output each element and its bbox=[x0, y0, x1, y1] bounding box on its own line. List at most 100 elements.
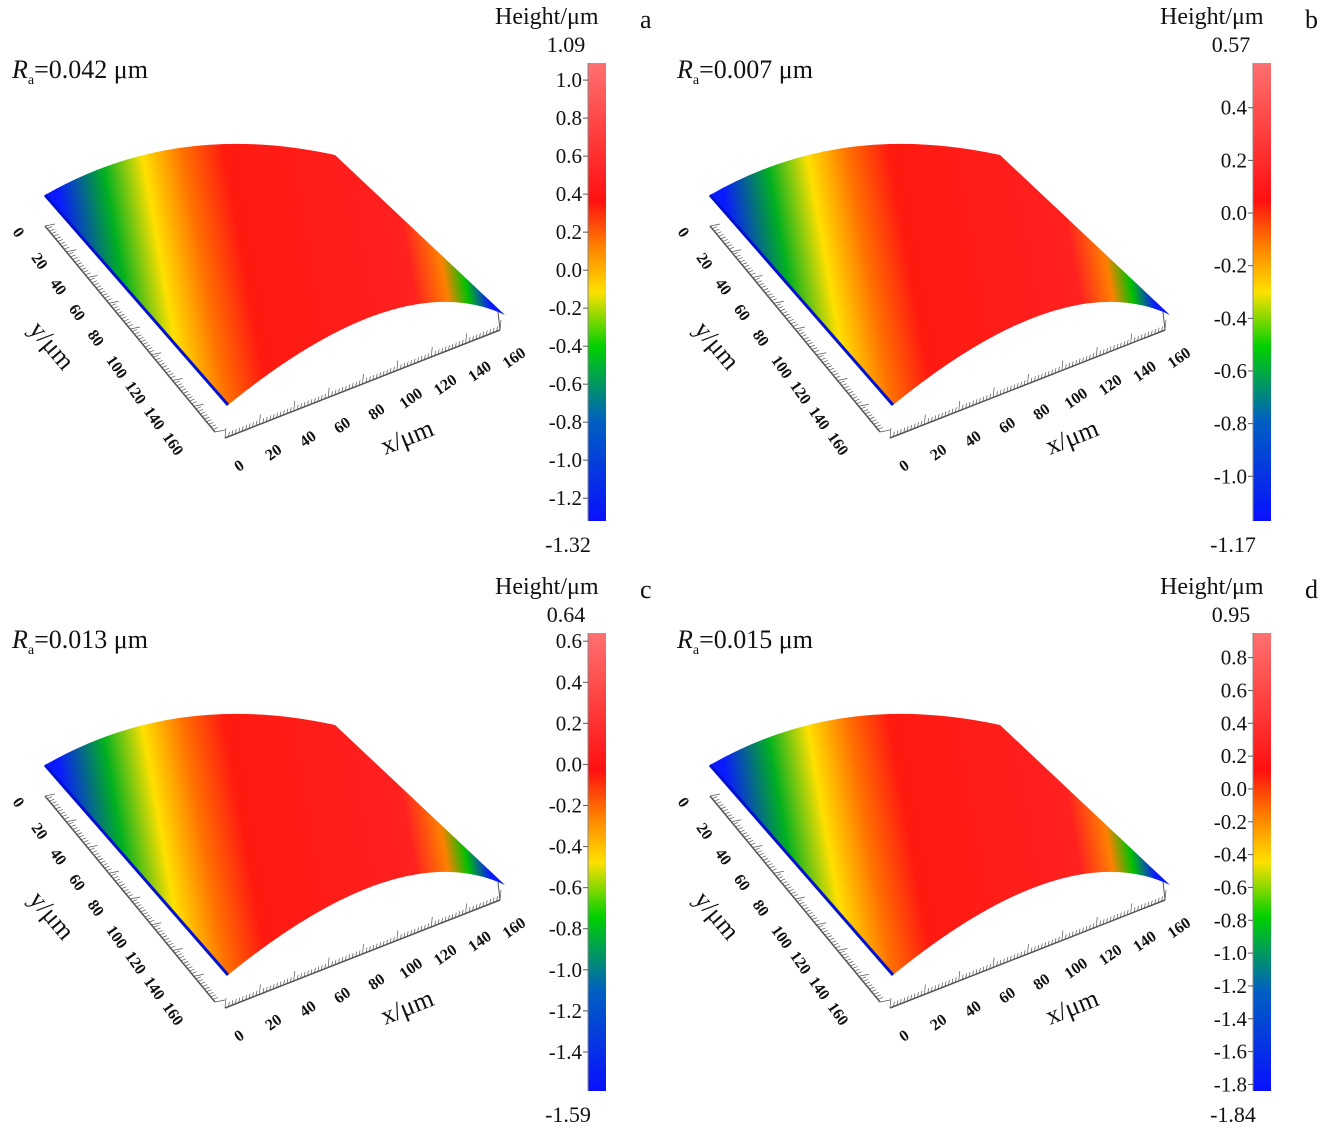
y-tick bbox=[779, 878, 786, 882]
y-tick bbox=[714, 228, 720, 232]
x-tick bbox=[496, 896, 498, 902]
y-tick bbox=[80, 267, 87, 271]
y-tick-label: 160 bbox=[824, 1000, 852, 1029]
y-tick bbox=[839, 950, 845, 954]
x-tick bbox=[252, 992, 254, 998]
x-tick bbox=[482, 331, 485, 337]
y-tick-label: 80 bbox=[84, 327, 107, 350]
y-tick bbox=[127, 894, 134, 897]
x-tick bbox=[1102, 919, 1105, 925]
x-tick bbox=[341, 957, 344, 963]
y-tick bbox=[737, 257, 743, 260]
x-tick bbox=[341, 387, 344, 393]
y-tick-label: 40 bbox=[711, 846, 734, 869]
y-tick bbox=[765, 860, 771, 864]
y-tick bbox=[161, 935, 168, 938]
x-tick bbox=[448, 345, 450, 351]
y-tick bbox=[161, 365, 168, 368]
y-tick bbox=[100, 860, 106, 864]
colorbar-tick-label: -0.4 bbox=[549, 334, 583, 358]
y-tick-label: 140 bbox=[140, 404, 168, 433]
y-tick bbox=[204, 986, 210, 990]
y-tick bbox=[856, 971, 862, 974]
y-tick bbox=[85, 272, 91, 276]
x-tick bbox=[406, 361, 409, 367]
y-tick bbox=[91, 850, 97, 853]
colorbar-title: Height/μm bbox=[495, 4, 599, 30]
y-tick bbox=[801, 334, 807, 338]
y-tick-label: 60 bbox=[730, 301, 753, 324]
y-tick bbox=[847, 391, 854, 394]
y-tick bbox=[212, 427, 219, 430]
x-tick bbox=[417, 357, 419, 363]
y-tick bbox=[212, 997, 219, 1000]
y-tick bbox=[70, 254, 76, 258]
x-tick bbox=[1071, 361, 1074, 367]
x-tick bbox=[985, 965, 988, 971]
y-tick bbox=[786, 886, 792, 890]
y-tick bbox=[756, 280, 762, 283]
y-tick bbox=[104, 865, 110, 869]
y-tick bbox=[805, 339, 811, 343]
y-tick-label: 160 bbox=[159, 430, 187, 459]
colorbar-tick-label: 0.0 bbox=[1221, 201, 1247, 225]
y-tick bbox=[163, 367, 170, 371]
y-tick-label: 20 bbox=[27, 820, 50, 843]
y-tick bbox=[78, 264, 85, 268]
x-tick bbox=[1109, 346, 1112, 352]
y-tick bbox=[826, 935, 833, 938]
x-tick bbox=[1157, 327, 1160, 333]
y-tick bbox=[159, 932, 165, 936]
x-tick bbox=[992, 387, 995, 398]
x-tick bbox=[468, 907, 471, 913]
x-tick bbox=[937, 984, 940, 990]
x-tick bbox=[937, 414, 940, 420]
y-tick bbox=[841, 953, 847, 956]
z-axis-stub bbox=[497, 311, 501, 331]
panel-letter: d bbox=[1305, 575, 1318, 604]
x-tick bbox=[893, 431, 895, 437]
y-tick bbox=[875, 994, 881, 998]
y-tick bbox=[833, 943, 839, 946]
colorbar-tick-label: 0.4 bbox=[556, 182, 583, 206]
x-tick bbox=[248, 423, 251, 429]
x-tick bbox=[434, 920, 437, 926]
y-tick bbox=[78, 834, 85, 838]
x-tick bbox=[320, 965, 323, 971]
x-tick bbox=[351, 952, 354, 959]
x-tick bbox=[386, 939, 388, 945]
y-tick bbox=[208, 421, 214, 425]
x-tick bbox=[1130, 903, 1132, 914]
x-tick bbox=[444, 916, 447, 922]
x-tick-label: 0 bbox=[896, 1027, 912, 1046]
colorbar-tick-label: -1.4 bbox=[549, 1040, 583, 1064]
y-tick bbox=[760, 285, 767, 289]
y-tick bbox=[172, 378, 183, 381]
y-tick-label: 60 bbox=[65, 301, 88, 324]
x-tick bbox=[906, 426, 909, 432]
y-tick bbox=[70, 824, 76, 828]
x-tick bbox=[382, 370, 385, 376]
y-tick bbox=[87, 845, 98, 848]
y-tick bbox=[711, 796, 718, 799]
x-tick-label: 40 bbox=[297, 998, 320, 1021]
colorbar-tick-label: 0.0 bbox=[1221, 777, 1247, 801]
y-tick bbox=[871, 989, 877, 993]
x-tick bbox=[437, 919, 440, 925]
y-tick bbox=[108, 300, 119, 304]
x-tick bbox=[927, 418, 930, 424]
x-tick bbox=[972, 400, 974, 406]
y-tick bbox=[125, 891, 131, 895]
y-tick bbox=[737, 827, 743, 830]
y-tick bbox=[83, 270, 89, 273]
x-tick bbox=[224, 427, 227, 439]
x-tick bbox=[317, 396, 320, 402]
y-tick bbox=[176, 383, 182, 386]
y-tick bbox=[106, 298, 112, 301]
y-tick bbox=[46, 796, 53, 799]
y-tick bbox=[828, 937, 835, 941]
colorbar-tick-label: -0.6 bbox=[549, 876, 582, 900]
y-tick-label: 100 bbox=[102, 923, 130, 952]
x-tick-label: 100 bbox=[1062, 385, 1091, 413]
x-tick bbox=[1147, 331, 1150, 337]
